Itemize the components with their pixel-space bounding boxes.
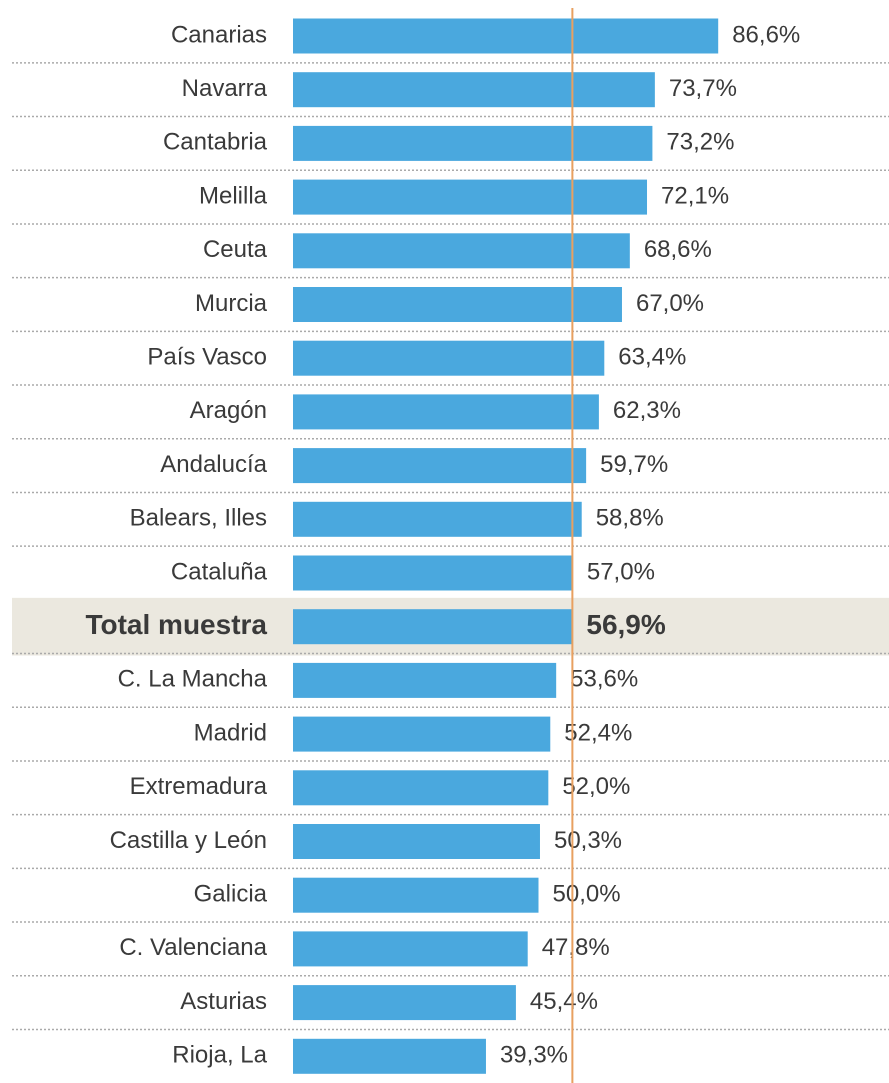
bar [293, 824, 540, 859]
category-label: Cataluña [171, 558, 268, 585]
category-label: Canarias [171, 21, 267, 48]
category-label: Castilla y León [110, 827, 267, 854]
value-label: 59,7% [600, 451, 668, 478]
value-label: 62,3% [613, 397, 681, 424]
value-label: 50,0% [553, 881, 621, 908]
category-label: Andalucía [160, 451, 267, 478]
bar [293, 877, 539, 913]
bar [293, 394, 599, 430]
value-label: 63,4% [618, 344, 686, 371]
value-label: 67,0% [636, 290, 704, 317]
category-label: Extremadura [130, 773, 268, 800]
value-label: 72,1% [661, 182, 729, 209]
category-label: Ceuta [203, 236, 268, 263]
bar [293, 609, 573, 645]
bar [293, 179, 648, 215]
value-label: 52,0% [562, 773, 630, 800]
category-label: Balears, Illes [130, 505, 267, 532]
value-label: 68,6% [644, 236, 712, 263]
bar [293, 340, 605, 376]
category-label: Aragón [190, 397, 267, 424]
bar [293, 501, 582, 537]
value-label: 56,9% [586, 609, 665, 640]
bar [293, 233, 630, 269]
category-label: C. Valenciana [119, 934, 267, 961]
category-label: Rioja, La [172, 1042, 267, 1069]
value-label: 52,4% [564, 719, 632, 746]
value-label: 39,3% [500, 1042, 568, 1069]
bar [293, 18, 719, 54]
category-label: C. La Mancha [118, 666, 268, 693]
category-label: Melilla [199, 182, 268, 209]
bar [293, 125, 653, 161]
category-label: Galicia [194, 881, 268, 908]
category-label: Murcia [195, 290, 268, 317]
value-label: 47,8% [542, 934, 610, 961]
value-label: 57,0% [587, 558, 655, 585]
value-label: 53,6% [570, 666, 638, 693]
bar [293, 716, 551, 752]
category-label: Madrid [194, 719, 267, 746]
bar [293, 448, 587, 484]
value-label: 73,7% [669, 75, 737, 102]
bar [293, 72, 655, 108]
category-label: Cantabria [163, 129, 268, 156]
value-label: 50,3% [554, 827, 622, 854]
bar [293, 985, 516, 1021]
value-label: 58,8% [596, 505, 664, 532]
category-label: País Vasco [147, 344, 267, 371]
category-label: Asturias [180, 988, 267, 1015]
category-label: Navarra [182, 75, 268, 102]
value-label: 86,6% [732, 21, 800, 48]
bar [293, 662, 557, 698]
bar [293, 931, 528, 967]
bar [293, 1038, 486, 1074]
value-label: 45,4% [530, 988, 598, 1015]
bar [293, 770, 549, 806]
bar [293, 287, 622, 322]
bar [293, 555, 573, 591]
value-label: 73,2% [666, 129, 734, 156]
category-label: Total muestra [85, 609, 267, 640]
